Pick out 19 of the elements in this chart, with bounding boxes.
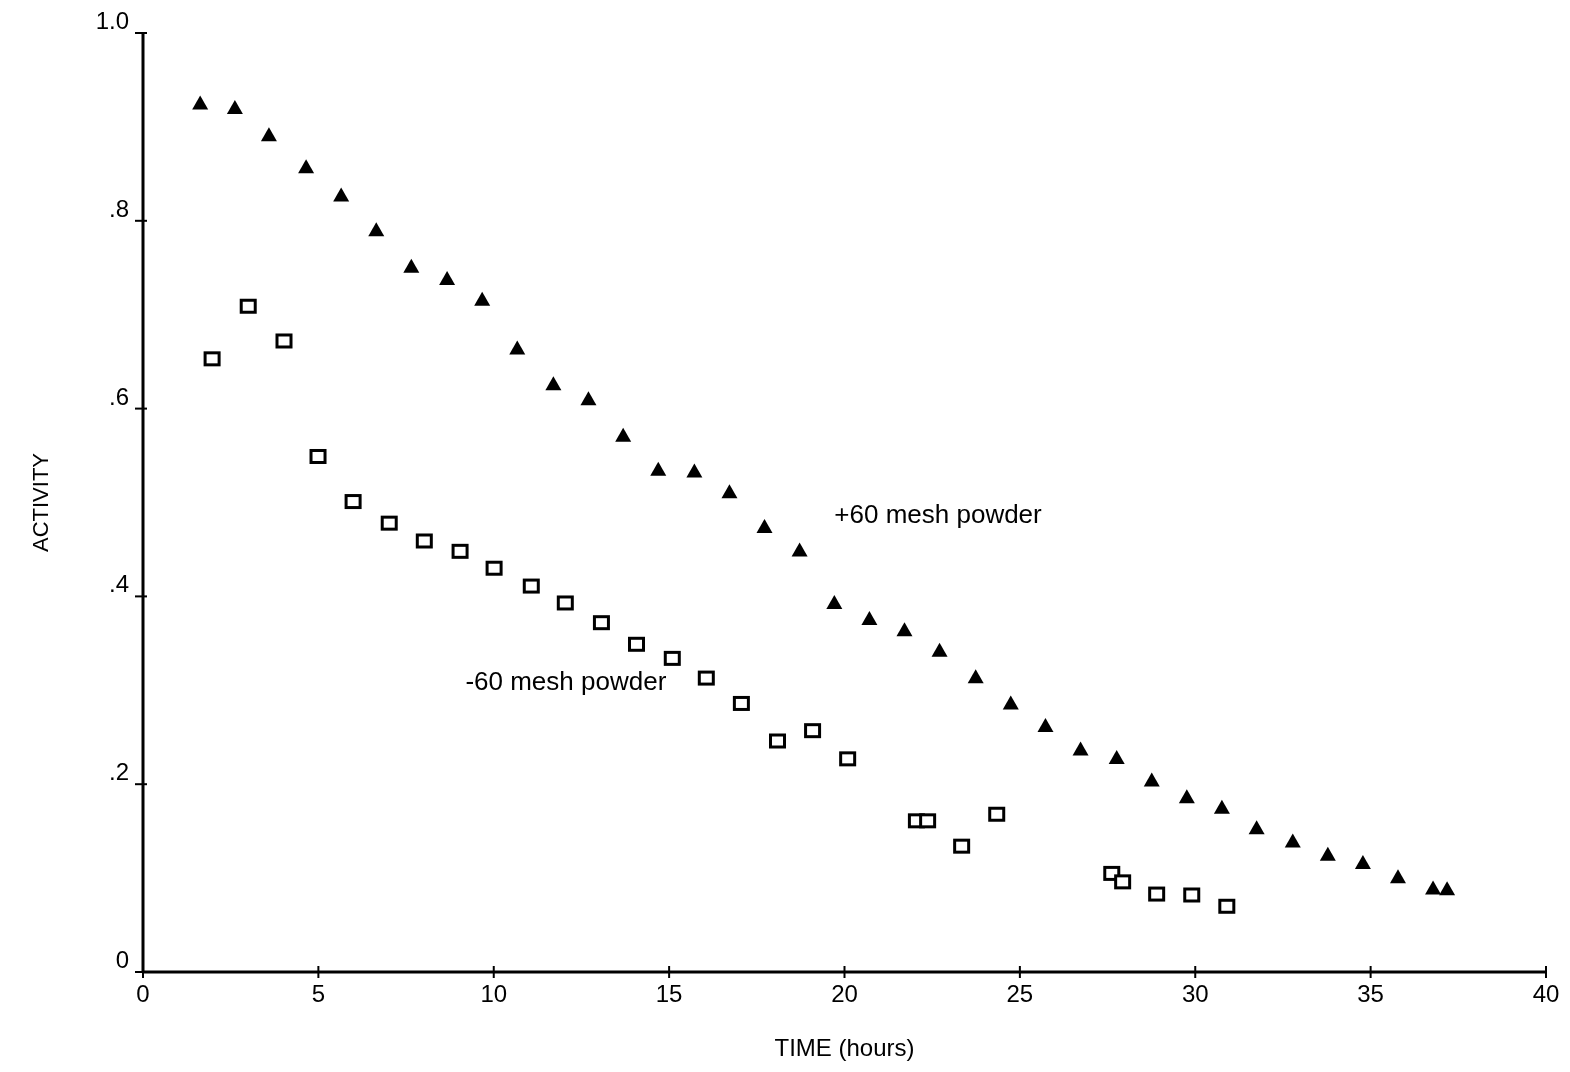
x-tick-label: 15 [655,980,683,1007]
y-tick-label: .2 [108,758,129,786]
x-axis-title: TIME (hours) [774,1034,915,1061]
x-tick-label: 30 [1181,980,1209,1007]
x-tick-label: 25 [1006,980,1034,1007]
x-tick-label: 5 [311,980,326,1007]
y-tick-label: .4 [108,570,129,598]
y-tick-label: 0 [115,946,129,973]
x-tick-label: 40 [1532,980,1560,1007]
x-tick-label: 0 [136,980,150,1007]
y-tick-label: .6 [108,382,129,410]
x-tick-label: 10 [480,980,508,1007]
series-label: +60 mesh powder [834,498,1043,529]
x-tick-label: 20 [831,980,858,1007]
series-label: -60 mesh powder [465,666,667,697]
y-axis-title: ACTIVITY [28,452,53,553]
y-tick-label: 1.0 [95,7,129,34]
y-tick-label: .8 [108,194,129,222]
x-tick-label: 35 [1357,980,1384,1007]
